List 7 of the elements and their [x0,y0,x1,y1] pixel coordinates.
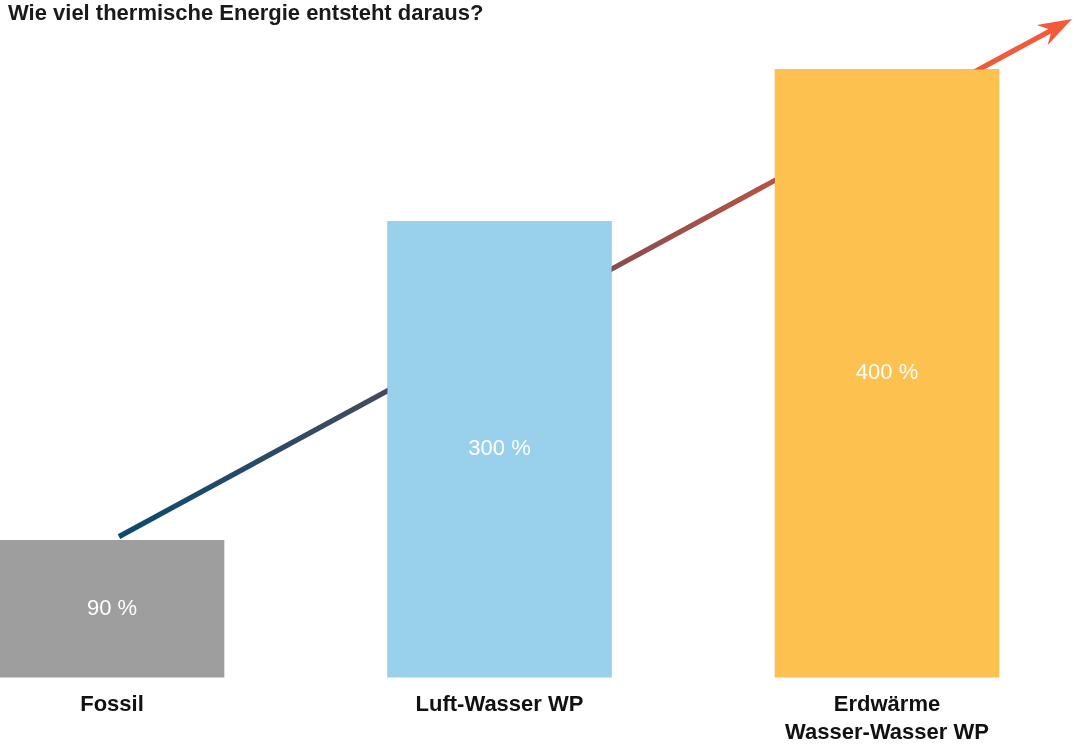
data-label: 90 % [86,594,138,620]
x-tick-label: Luft-Wasser WP [415,691,584,717]
x-tick-label: Erdwärme Wasser-Wasser WP [785,691,989,745]
x-tick-label: Fossil [80,691,144,717]
data-label: 400 % [855,359,919,385]
chart-title: Wie viel thermische Energie entsteht daraus? [8,0,484,25]
data-label: 300 % [468,435,531,461]
